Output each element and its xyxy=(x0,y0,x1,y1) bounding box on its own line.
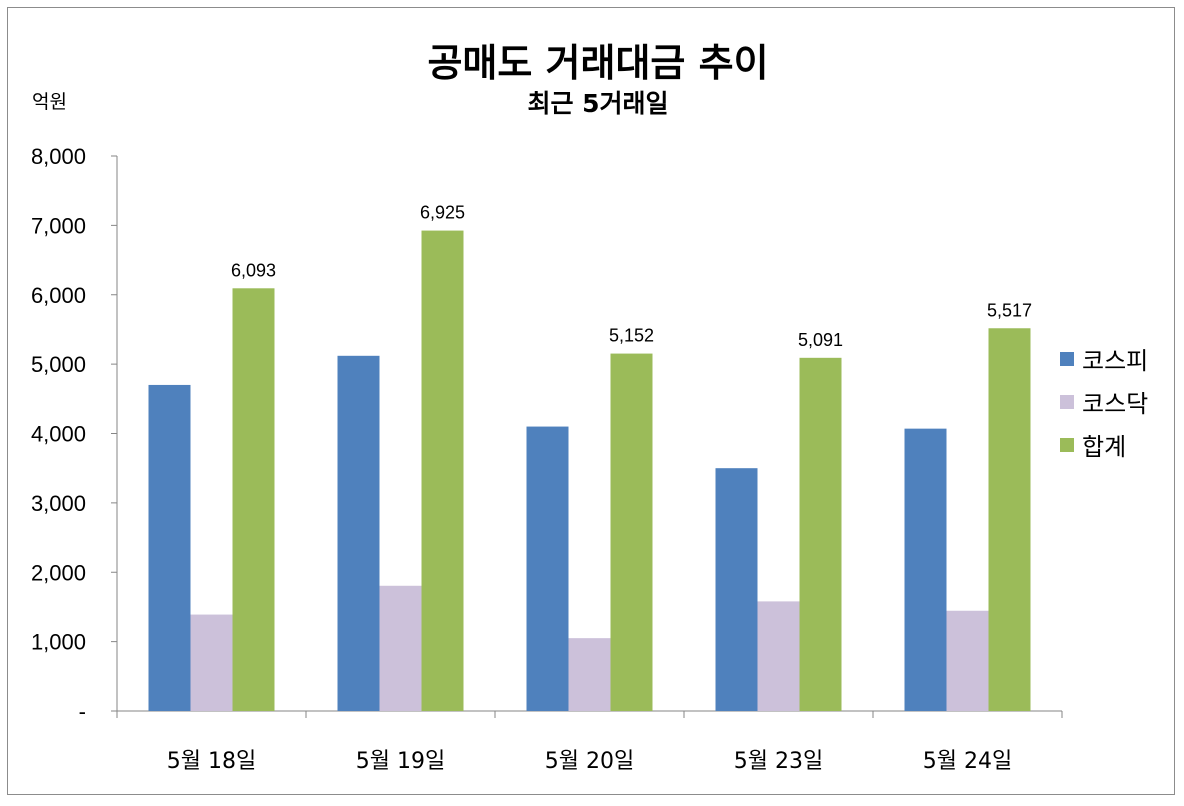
y-tick-label: 2,000 xyxy=(31,560,86,585)
legend-swatch xyxy=(1060,438,1074,452)
legend-label: 코스피 xyxy=(1082,347,1148,375)
data-label: 5,152 xyxy=(609,326,654,346)
bar xyxy=(946,610,989,711)
x-tick-label: 5월 20일 xyxy=(545,749,634,774)
bar xyxy=(232,288,275,711)
x-tick-label: 5월 23일 xyxy=(734,749,823,774)
legend-swatch xyxy=(1060,395,1074,409)
y-tick-label: - xyxy=(79,699,86,724)
legend-label: 코스닥 xyxy=(1082,390,1148,418)
bars xyxy=(148,230,1031,711)
x-tick-label: 5월 24일 xyxy=(923,749,1012,774)
x-tick-label: 5월 19일 xyxy=(356,749,445,774)
bar xyxy=(379,585,422,711)
bar xyxy=(904,428,947,711)
y-axis-unit-label: 억원 xyxy=(32,91,67,113)
chart-title: 공매도 거래대금 추이 xyxy=(427,41,768,85)
legend-label: 합계 xyxy=(1082,433,1126,461)
data-label: 6,925 xyxy=(420,203,465,223)
y-tick-label: 1,000 xyxy=(31,630,86,655)
y-tick-label: 3,000 xyxy=(31,491,86,516)
data-label: 5,517 xyxy=(987,300,1032,320)
y-tick-label: 8,000 xyxy=(31,144,86,169)
legend-swatch xyxy=(1060,352,1074,366)
data-labels: 6,093 6,925 5,152 5,091 5,517 xyxy=(231,203,1032,350)
axes: - 1,000 2,000 3,000 4,000 5,000 6,000 7,000 8,00… xyxy=(31,144,1063,774)
bar xyxy=(526,426,569,711)
bar xyxy=(715,468,758,711)
bar xyxy=(799,357,842,711)
bar xyxy=(757,601,800,711)
bar xyxy=(988,328,1031,711)
y-tick-label: 4,000 xyxy=(31,422,86,447)
x-tick-label: 5월 18일 xyxy=(167,749,256,774)
y-tick-label: 5,000 xyxy=(31,352,86,377)
bar xyxy=(148,384,191,711)
y-tick-label: 7,000 xyxy=(31,213,86,238)
bar xyxy=(568,638,611,711)
bar xyxy=(610,353,653,711)
bar xyxy=(190,614,233,711)
bar xyxy=(421,230,464,711)
data-label: 5,091 xyxy=(798,330,843,350)
bar xyxy=(337,355,380,711)
chart-subtitle: 최근 5거래일 xyxy=(527,89,668,118)
data-label: 6,093 xyxy=(231,260,276,280)
y-tick-label: 6,000 xyxy=(31,283,86,308)
